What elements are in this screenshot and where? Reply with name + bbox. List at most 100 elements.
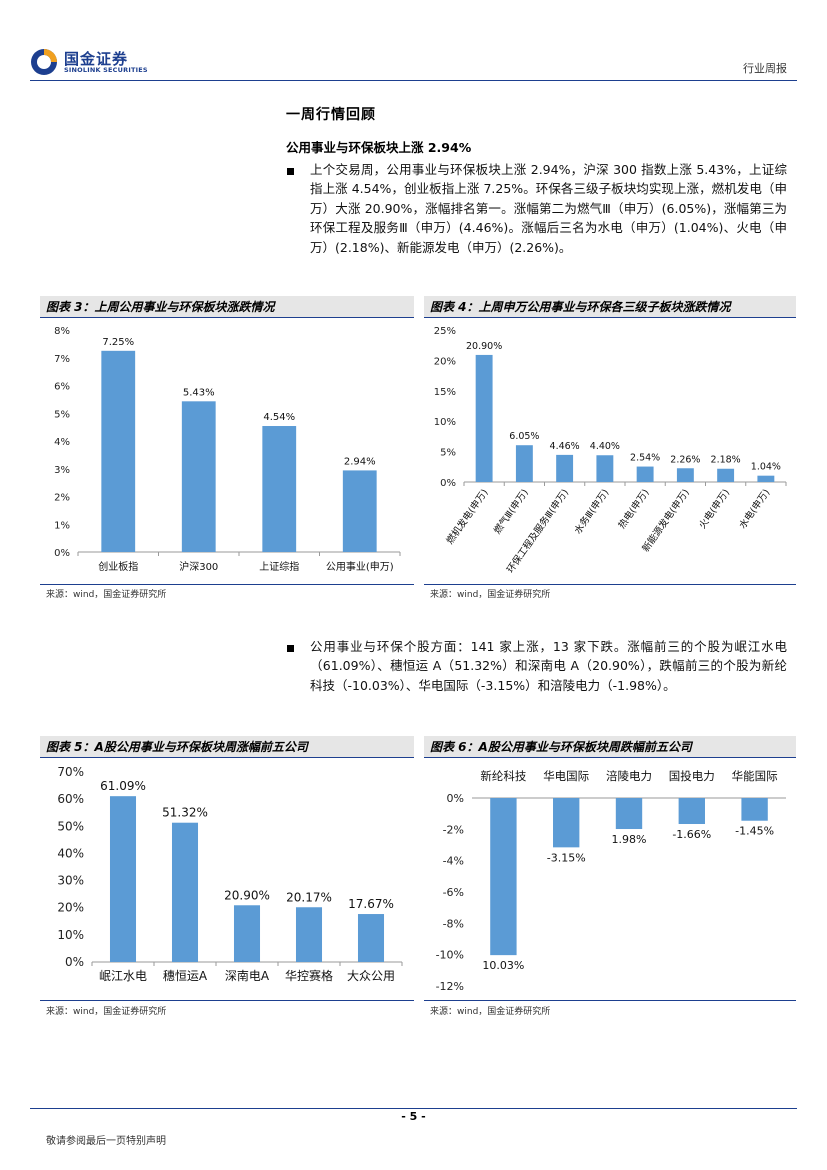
bar [262, 426, 297, 552]
y-tick-label: 50% [57, 819, 84, 833]
bar [109, 796, 137, 962]
y-tick-label: 60% [57, 792, 84, 806]
bar [757, 475, 775, 482]
y-tick-label: 3% [54, 465, 70, 476]
figure-3-source: 来源：wind，国金证券研究所 [46, 590, 167, 600]
figure-3-title: 图表 3：上周公用事业与环保板块涨跌情况 [40, 296, 414, 318]
data-label: 1.98% [612, 833, 647, 846]
category-label: 沪深300 [179, 560, 218, 573]
data-label: 5.43% [183, 387, 215, 398]
data-label: 2.18% [711, 455, 741, 466]
figure-6-bottom-rule [424, 1000, 796, 1001]
disclaimer-note: 敬请参阅最后一页特别声明 [46, 1136, 166, 1147]
data-label: 20.90% [224, 888, 270, 902]
data-label: 6.05% [509, 431, 539, 442]
figure-3-bottom-rule [40, 584, 414, 585]
category-label: 火电(申万) [696, 487, 732, 531]
category-label: 华能国际 [732, 769, 778, 783]
bar [636, 466, 654, 482]
y-tick-label: -12% [436, 980, 464, 993]
figure-4-chart: 0% 5% 10% 15% 20% 25% 20.90% 燃机发电(申万) 6.05% 燃气Ⅲ(申… [434, 326, 787, 575]
y-tick-label: 20% [57, 901, 84, 915]
bar [615, 798, 643, 830]
category-label: 华电国际 [543, 769, 589, 783]
figure-5-chart: 0% 10% 20% 30% 40% 50% 60% 70% 61.09% 岷江水电 51.32% 穗… [57, 765, 403, 983]
footer-divider [30, 1108, 797, 1109]
bar [596, 455, 614, 482]
data-label: 17.67% [348, 897, 394, 911]
figure-6-source: 来源：wind，国金证券研究所 [430, 1007, 551, 1017]
section-title: 一周行情回顾 [286, 107, 376, 123]
bar [181, 401, 216, 552]
category-label: 燃机发电(申万) [444, 487, 491, 547]
y-tick-label: 1% [54, 520, 70, 531]
bar [233, 905, 261, 962]
data-label: -1.66% [672, 828, 711, 841]
bar [553, 798, 580, 848]
category-label: 燃气Ⅲ(申万) [491, 487, 531, 536]
data-label: 2.94% [344, 456, 376, 467]
paragraph-1: 上个交易周，公用事业与环保板块上涨 2.94%，沪深 300 指数上涨 5.43… [310, 162, 787, 255]
category-label: 国投电力 [669, 769, 715, 783]
bullet-icon [287, 168, 294, 175]
category-label: 水务Ⅲ(申万) [572, 487, 612, 536]
y-tick-label: 40% [57, 846, 84, 860]
y-tick-label: 20% [434, 356, 456, 367]
y-tick-label: -4% [443, 855, 464, 868]
figure-5-title: 图表 5：A股公用事业与环保板块周涨幅前五公司 [40, 736, 414, 758]
data-label: 4.40% [590, 441, 620, 452]
data-label: 4.46% [550, 441, 580, 452]
bar [676, 468, 694, 482]
bullet-icon [287, 645, 294, 652]
y-tick-label: 0% [65, 955, 84, 969]
data-label: 61.09% [100, 779, 146, 793]
figure-6-title: 图表 6：A股公用事业与环保板块周跌幅前五公司 [424, 736, 796, 758]
bar [171, 822, 199, 962]
category-label: 热电(申万) [616, 487, 652, 531]
figure-6-chart: 0% -2% -4% -6% -8% -10% -12% 10.03% 新纶科技 -3.15% 华电… [436, 769, 786, 993]
logo-icon [31, 49, 57, 75]
y-tick-label: -2% [443, 823, 464, 836]
y-tick-label: 6% [54, 382, 70, 393]
category-label: 创业板指 [98, 560, 138, 573]
y-tick-label: 0% [440, 478, 456, 489]
data-label: 2.26% [670, 454, 700, 465]
y-tick-label: 4% [54, 437, 70, 448]
y-tick-label: 0% [54, 548, 70, 559]
y-tick-label: 2% [54, 493, 70, 504]
header-divider [30, 80, 797, 81]
data-label: -1.45% [735, 825, 774, 838]
category-label: 公用事业(申万) [326, 560, 394, 573]
y-tick-label: -6% [443, 886, 464, 899]
logo-text: 国金证券 [64, 50, 129, 68]
data-label: 4.54% [263, 412, 295, 423]
y-tick-label: 7% [54, 354, 70, 365]
category-label: 岷江水电 [99, 968, 147, 983]
category-label: 上证综指 [259, 560, 299, 573]
data-label: 20.17% [286, 890, 332, 904]
bar [556, 454, 574, 482]
bar [295, 907, 323, 962]
data-label: -3.15% [547, 851, 586, 864]
figure-4-source: 来源：wind，国金证券研究所 [430, 590, 551, 600]
y-tick-label: 70% [57, 765, 84, 779]
category-label: 新纶科技 [480, 769, 526, 783]
data-label: 2.54% [630, 453, 660, 464]
data-label: 10.03% [482, 959, 524, 972]
bar [101, 350, 136, 552]
y-tick-label: 10% [434, 417, 456, 428]
data-label: 7.25% [102, 337, 134, 348]
y-tick-label: -8% [443, 917, 464, 930]
paragraph-2: 公用事业与环保个股方面：141 家上涨，13 家下跌。涨幅前三的个股为岷江水电（… [310, 639, 787, 693]
category-label: 深南电A [225, 968, 270, 983]
category-label: 大众公用 [347, 969, 395, 983]
figure-5-bottom-rule [40, 1000, 414, 1001]
bar [678, 798, 705, 825]
category-label: 穗恒运A [163, 969, 208, 983]
category-label: 水电(申万) [736, 487, 772, 531]
bar [357, 914, 385, 962]
y-tick-label: 5% [54, 409, 70, 420]
data-label: 20.90% [466, 341, 502, 352]
category-label: 涪陵电力 [606, 769, 652, 783]
bar [741, 798, 768, 821]
